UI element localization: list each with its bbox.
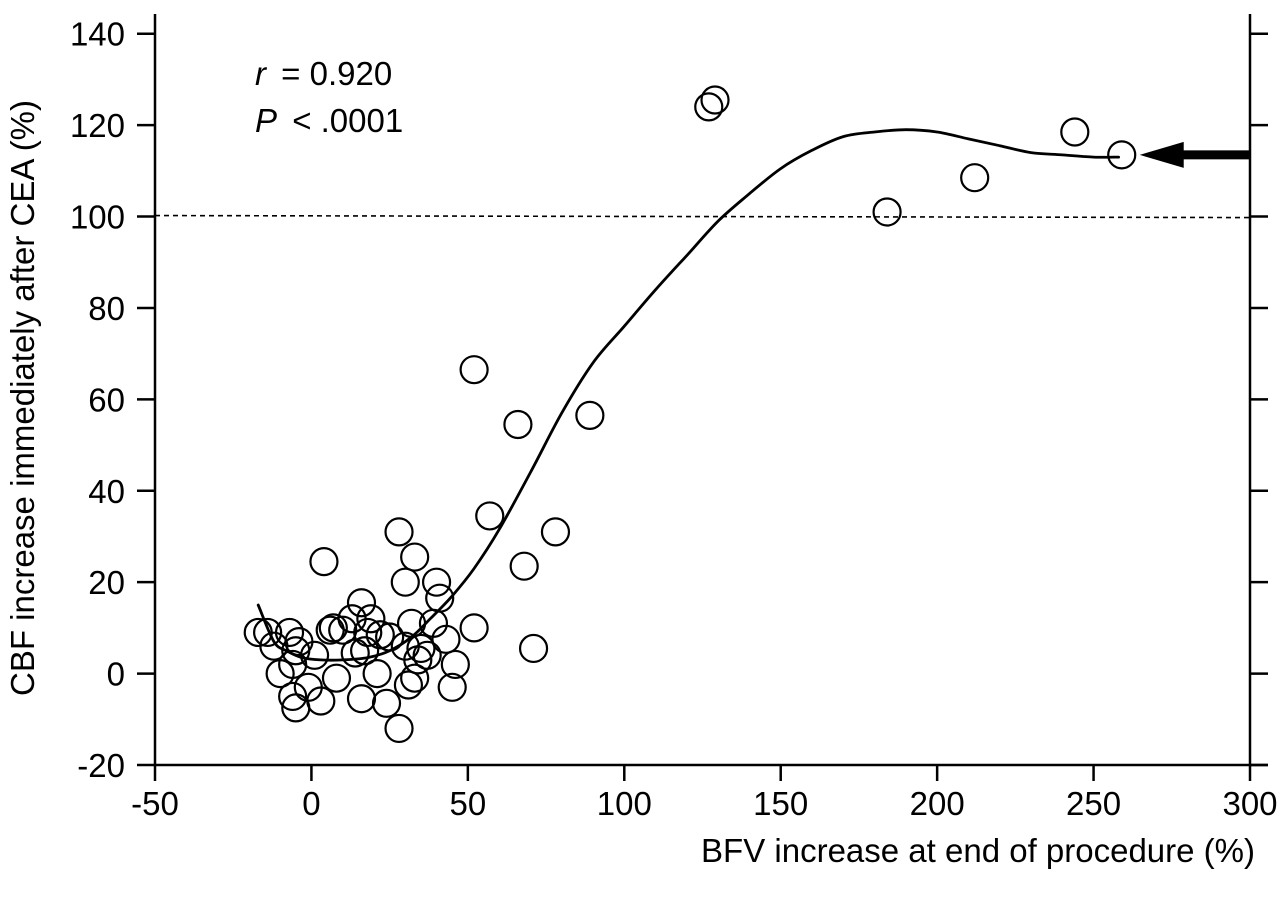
data-point: [365, 620, 395, 650]
data-point: [384, 713, 414, 744]
data-point: [960, 163, 990, 193]
data-point: [306, 686, 336, 716]
p-value: < .0001: [292, 102, 403, 139]
p-symbol: P: [255, 102, 277, 139]
data-point: [1107, 140, 1137, 170]
tick-labels: -20 0 20 40 60 80 100 120 140 -50 0 50 100 150 200 250 3…: [70, 16, 1278, 822]
data-point: [412, 640, 442, 670]
x-tick-label: 300: [1222, 785, 1277, 822]
x-tick-label: 50: [449, 785, 486, 822]
y-tick-label: 140: [70, 16, 125, 53]
x-tick-label: 200: [910, 785, 965, 822]
y-tick-label: 120: [70, 107, 125, 144]
stat-r-annotation: r = 0.920: [255, 55, 392, 92]
data-point: [299, 640, 330, 670]
data-point: [321, 663, 352, 693]
data-point: [431, 624, 461, 654]
y-tick-label: 20: [88, 564, 125, 601]
reference-line-100: [154, 214, 1251, 219]
r-value: = 0.920: [281, 55, 392, 92]
data-point: [1060, 117, 1090, 147]
data-point: [346, 684, 377, 714]
y-tick-label: 0: [107, 656, 125, 693]
y-tick-label: 60: [88, 381, 125, 418]
data-point: [309, 547, 339, 577]
x-axis-label: BFV increase at end of procedure (%): [701, 832, 1255, 869]
data-point: [437, 672, 467, 702]
data-point: [425, 583, 455, 613]
data-point: [253, 617, 283, 648]
arrow-head-icon: [1139, 141, 1184, 168]
arrow-marker: [1139, 141, 1250, 168]
data-point: [318, 613, 348, 643]
data-point: [340, 638, 370, 668]
data-point: [328, 615, 358, 645]
x-tick-label: 0: [302, 785, 320, 822]
data-point: [406, 633, 436, 664]
fit-curve: [256, 128, 1120, 662]
data-point: [346, 588, 377, 618]
data-point: [375, 622, 405, 652]
axis-ticks: [137, 32, 1268, 781]
r-symbol: r: [255, 55, 268, 92]
data-point: [459, 613, 489, 643]
data-point: [390, 567, 420, 597]
data-point: [384, 517, 414, 547]
data-point: [421, 567, 452, 597]
data-point: [371, 688, 402, 718]
data-point: [356, 604, 386, 634]
data-point: [396, 608, 427, 638]
plot-frame: [153, 14, 1268, 767]
data-point: [540, 517, 571, 547]
data-point: [278, 681, 308, 712]
data-point: [350, 636, 380, 666]
y-tick-label: 40: [88, 473, 125, 510]
x-tick-label: 100: [597, 785, 652, 822]
x-tick-label: -50: [131, 785, 179, 822]
data-point: [400, 542, 430, 572]
data-point: [362, 658, 392, 689]
x-tick-label: 250: [1066, 785, 1121, 822]
data-points: [243, 85, 1137, 744]
data-point: [353, 617, 383, 648]
y-tick-label: -20: [77, 747, 125, 784]
y-tick-label: 100: [70, 199, 125, 236]
data-point: [518, 633, 549, 664]
data-point: [509, 551, 539, 581]
data-point: [459, 355, 489, 385]
data-point: [575, 400, 605, 430]
y-axis-label: CBF increase immediately after CEA (%): [4, 100, 41, 696]
stat-p-annotation: P < .0001: [255, 102, 403, 139]
y-tick-label: 80: [88, 290, 125, 327]
data-point: [872, 197, 902, 227]
data-point: [700, 85, 730, 115]
data-point: [440, 649, 470, 680]
x-tick-label: 150: [753, 785, 808, 822]
data-point: [400, 663, 430, 693]
data-point: [393, 670, 424, 700]
arrow-shaft: [1179, 150, 1250, 160]
data-point: [274, 617, 305, 648]
data-point: [694, 92, 724, 122]
data-point: [503, 409, 533, 440]
data-point: [475, 501, 505, 531]
